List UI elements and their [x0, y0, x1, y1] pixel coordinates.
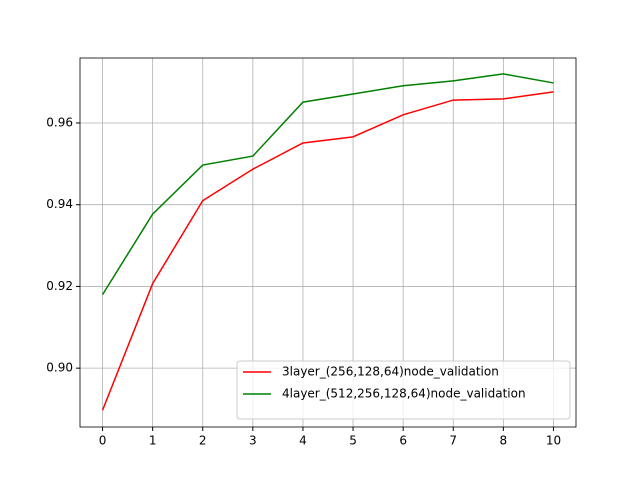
x-tick-label: 6 [399, 434, 407, 448]
y-tick-label: 0.94 [46, 197, 73, 211]
x-tick-label: 0 [99, 434, 107, 448]
x-tick-label: 1 [149, 434, 157, 448]
y-tick-label: 0.92 [46, 279, 73, 293]
legend-box [236, 360, 571, 420]
series-line [101, 73, 554, 295]
x-tick-label: 2 [199, 434, 207, 448]
axes-frame [79, 57, 577, 428]
y-tick-label: 0.90 [46, 361, 73, 375]
x-tick-label: 7 [449, 434, 457, 448]
x-tick-label: 3 [249, 434, 257, 448]
x-tick-label: 10 [546, 434, 561, 448]
legend-label: 3layer_(256,128,64)node_validation [282, 365, 499, 379]
x-tick-label: 5 [349, 434, 357, 448]
y-tick-label: 0.96 [46, 115, 73, 129]
x-tick-label: 8 [500, 434, 508, 448]
x-tick-label: 4 [299, 434, 307, 448]
series-line [101, 91, 554, 411]
legend-label: 4layer_(512,256,128,64)node_validation [282, 387, 526, 401]
